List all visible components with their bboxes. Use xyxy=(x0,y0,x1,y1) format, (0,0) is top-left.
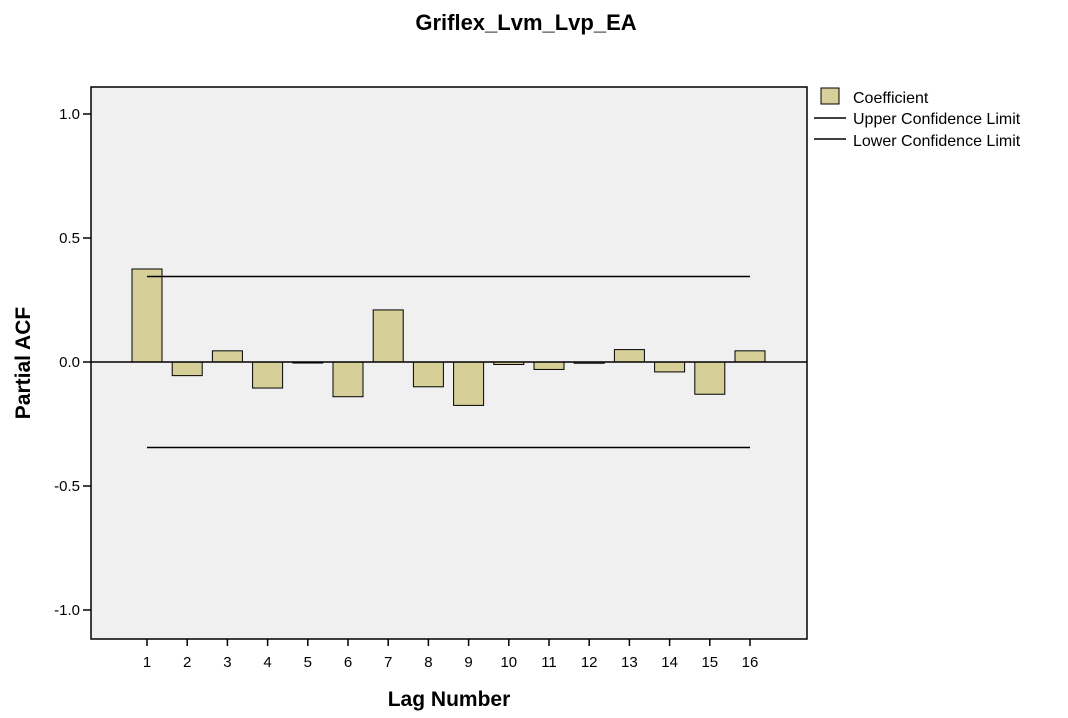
x-axis: 1 2 3 4 5 6 7 8 9 10 11 12 13 14 15 16 xyxy=(143,639,759,671)
x-tick-label: 4 xyxy=(263,654,271,671)
x-tick-label: 5 xyxy=(304,654,312,671)
bar-lag-6 xyxy=(332,361,364,398)
bar-lag-7 xyxy=(372,309,404,363)
x-tick-label: 8 xyxy=(424,654,432,671)
bar-lag-2 xyxy=(171,361,203,377)
x-tick-label: 13 xyxy=(621,654,638,671)
x-tick-label: 3 xyxy=(223,654,231,671)
bar-lag-1 xyxy=(131,268,163,363)
x-tick-label: 11 xyxy=(541,654,557,671)
y-tick-label: 0.5 xyxy=(59,230,80,247)
bar-lag-3 xyxy=(211,350,243,363)
x-tick-label: 6 xyxy=(344,654,352,671)
bar-lag-8 xyxy=(412,361,444,388)
x-tick-label: 1 xyxy=(143,654,151,671)
bar-lag-4 xyxy=(252,361,284,389)
y-tick-label: 0.0 xyxy=(59,354,80,371)
legend-label-lower: Lower Confidence Limit xyxy=(853,133,1021,150)
x-tick-label: 9 xyxy=(464,654,472,671)
y-axis: -1.0 -0.5 0.0 0.5 1.0 xyxy=(54,106,91,619)
x-axis-title: Lag Number xyxy=(388,688,511,711)
x-tick-label: 10 xyxy=(500,654,517,671)
legend-swatch-coefficient xyxy=(820,87,840,105)
chart-title: Griflex_Lvm_Lvp_EA xyxy=(415,10,636,35)
y-axis-title: Partial ACF xyxy=(12,307,35,420)
plot-area xyxy=(90,86,808,640)
x-tick-label: 7 xyxy=(384,654,392,671)
legend: Coefficient Upper Confidence Limit Lower… xyxy=(814,87,1021,150)
x-tick-label: 15 xyxy=(701,654,718,671)
reference-lines xyxy=(91,275,807,449)
bar-lag-14 xyxy=(654,361,686,373)
y-tick-label: -0.5 xyxy=(54,478,80,495)
legend-label-upper: Upper Confidence Limit xyxy=(853,111,1021,128)
legend-label-coefficient: Coefficient xyxy=(853,90,929,107)
x-tick-label: 12 xyxy=(581,654,598,671)
y-tick-label: 1.0 xyxy=(59,106,80,123)
bar-lag-15 xyxy=(694,361,726,395)
bar-lag-9 xyxy=(453,361,485,406)
x-tick-label: 2 xyxy=(183,654,191,671)
bar-lag-13 xyxy=(613,349,645,363)
bar-lag-16 xyxy=(734,350,766,363)
y-tick-label: -1.0 xyxy=(54,602,80,619)
x-tick-label: 14 xyxy=(661,654,678,671)
x-tick-label: 16 xyxy=(742,654,759,671)
bar-lag-11 xyxy=(533,361,565,370)
